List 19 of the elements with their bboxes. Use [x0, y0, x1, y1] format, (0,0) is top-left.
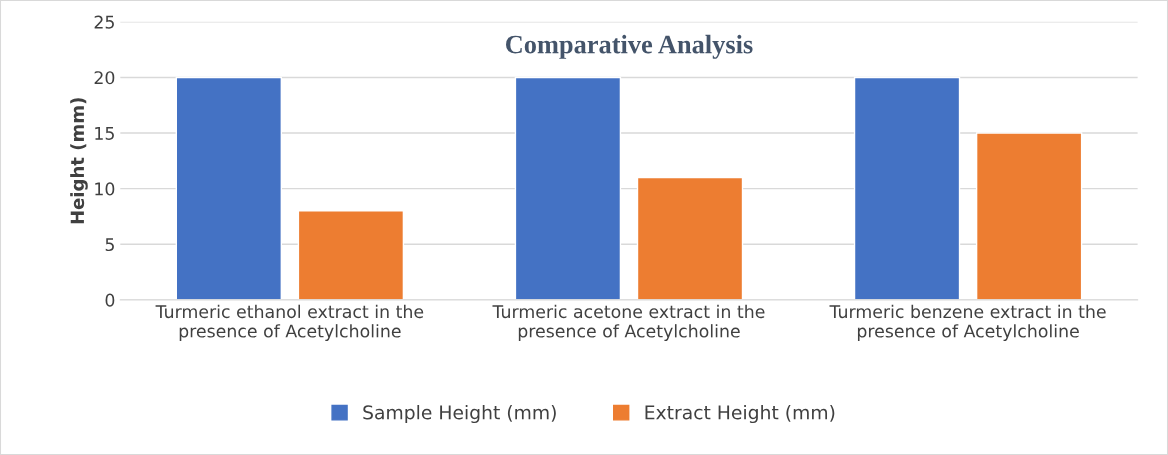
x-tick-label: Turmeric benzene extract in the presence of Acetylcholine [829, 304, 1106, 341]
y-tick-label: 25 [94, 15, 114, 29]
chart-title: Comparative Analysis [506, 34, 753, 59]
y-tick-label: 0 [105, 293, 115, 307]
x-tick-label: Turmeric ethanol extract in the presence of Acetylcholine [155, 304, 424, 341]
bar [514, 76, 622, 300]
y-tick-label: 5 [105, 238, 114, 252]
y-tick-label: 15 [95, 126, 114, 140]
y-tick-label: 20 [94, 71, 115, 85]
bar [853, 76, 961, 300]
legend-label: Extract Height (mm) [645, 404, 835, 424]
legend-label: Sample Height (mm) [363, 404, 556, 424]
y-tick-label: 10 [95, 182, 115, 196]
bar [297, 210, 405, 300]
bar [636, 176, 744, 300]
bar [175, 76, 283, 300]
bar [975, 132, 1083, 300]
x-tick-label: Turmeric acetone extract in the presence of Acetylcholine [492, 304, 765, 341]
y-axis-title: Height (mm) [70, 98, 88, 224]
